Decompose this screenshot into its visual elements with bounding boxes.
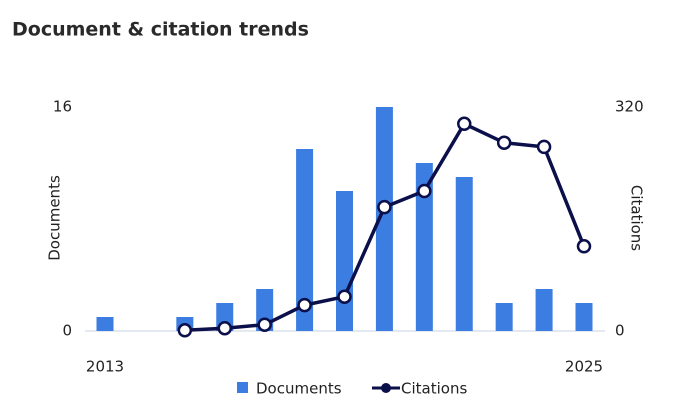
y2-axis-title: Citations — [628, 185, 646, 251]
point — [257, 317, 272, 332]
bar — [575, 303, 593, 331]
y-tick-label: 16 — [53, 98, 72, 116]
point — [177, 323, 193, 338]
legend-swatch — [237, 382, 248, 393]
point — [337, 289, 352, 304]
x-tick-label: 2025 — [565, 358, 603, 376]
bar — [455, 177, 473, 331]
bar — [415, 163, 433, 331]
point — [217, 320, 232, 336]
point — [536, 139, 552, 155]
bar — [375, 107, 393, 331]
bar — [495, 303, 513, 331]
legend-label: Documents — [256, 380, 342, 398]
point — [297, 297, 312, 313]
bar — [96, 317, 114, 331]
y-axis-title: Documents — [46, 175, 64, 261]
bar — [535, 289, 553, 331]
chart-title: Document & citation trends — [12, 19, 309, 41]
point — [496, 135, 512, 150]
point — [576, 239, 592, 254]
y2-tick-label: 0 — [615, 322, 625, 340]
point — [457, 116, 472, 132]
point — [417, 183, 432, 199]
x-tick-label: 2013 — [86, 358, 124, 376]
legend-marker — [381, 383, 391, 393]
legend-label: Citations — [401, 380, 467, 398]
point — [377, 199, 392, 215]
bar — [336, 191, 353, 331]
y2-tick-label: 320 — [615, 98, 644, 116]
y-tick-label: 0 — [62, 322, 72, 340]
bar — [296, 149, 314, 331]
